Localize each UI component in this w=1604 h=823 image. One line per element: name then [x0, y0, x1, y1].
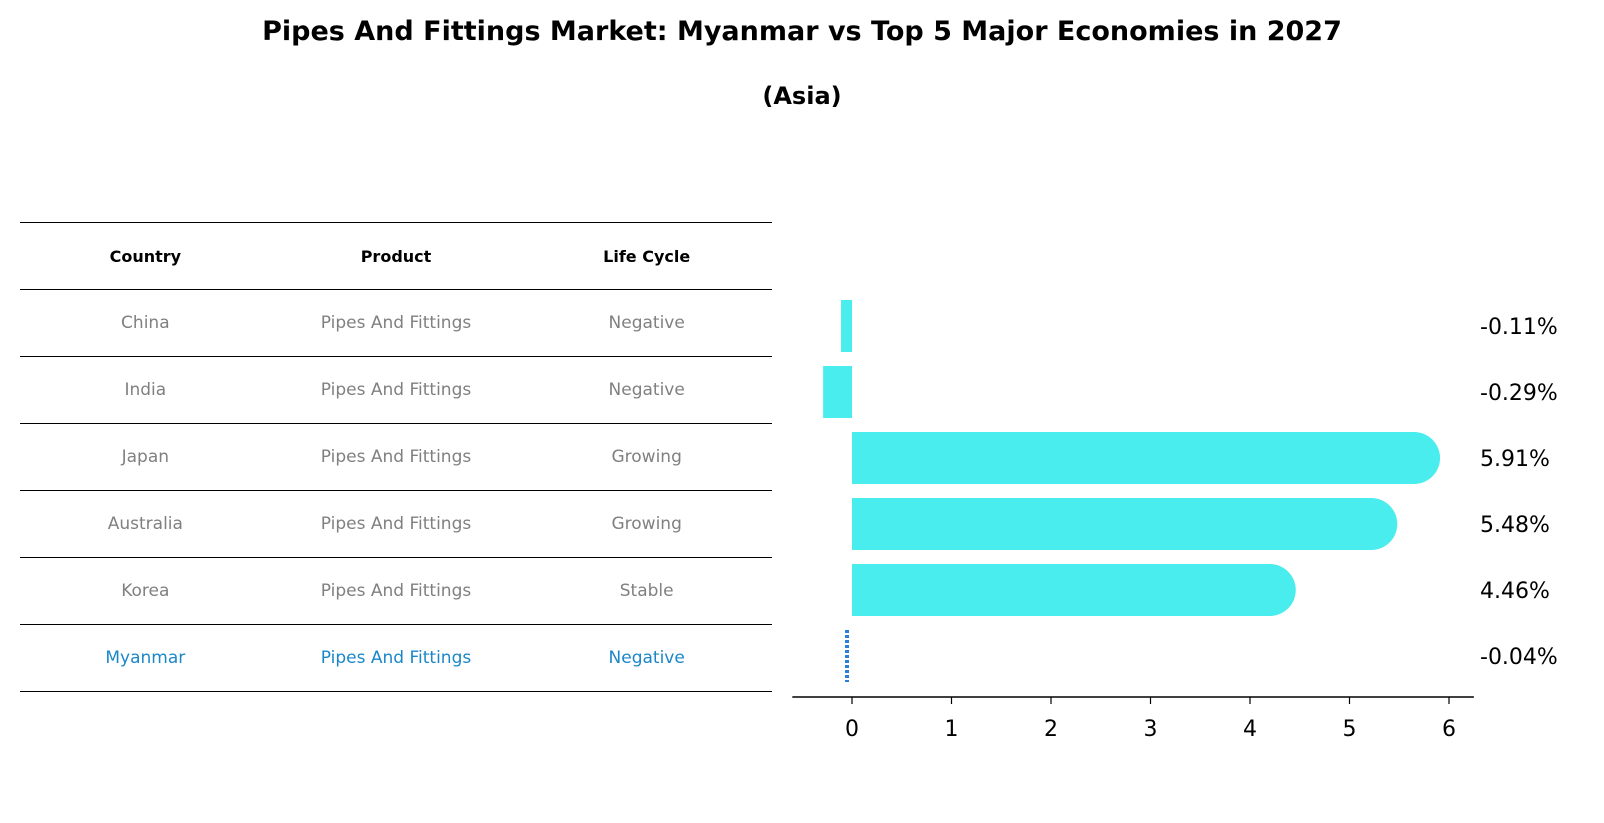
header-country: Country	[109, 246, 182, 266]
cell-product: Pipes And Fittings	[320, 380, 472, 400]
x-tick-label: 1	[945, 717, 959, 742]
cell-country: Japan	[121, 447, 170, 467]
table-row: Korea Pipes And Fittings Stable	[20, 557, 772, 624]
cell-life-cycle: Negative	[608, 648, 685, 668]
value-label: 5.48%	[1480, 513, 1550, 538]
table-row: Australia Pipes And Fittings Growing	[20, 490, 772, 557]
value-label: -0.04%	[1480, 645, 1558, 670]
value-label: -0.11%	[1480, 315, 1558, 340]
cell-life-cycle: Growing	[611, 447, 682, 467]
bar-korea	[852, 564, 1296, 616]
cell-product: Pipes And Fittings	[320, 648, 472, 668]
value-label: -0.29%	[1480, 381, 1558, 406]
cell-country: Korea	[121, 581, 170, 601]
x-tick-label: 2	[1044, 717, 1058, 742]
cell-country: Myanmar	[105, 648, 186, 668]
cell-product: Pipes And Fittings	[320, 447, 472, 467]
table-row: China Pipes And Fittings Negative	[20, 289, 772, 356]
table-row: India Pipes And Fittings Negative	[20, 356, 772, 423]
chart-subtitle: (Asia)	[762, 82, 842, 110]
table-row-highlight: Myanmar Pipes And Fittings Negative	[20, 624, 772, 692]
bar-australia	[852, 498, 1398, 550]
cell-country: China	[121, 313, 170, 333]
bar-india	[823, 366, 852, 418]
bar-china	[841, 300, 852, 352]
cell-product: Pipes And Fittings	[320, 514, 472, 534]
cell-life-cycle: Negative	[608, 380, 685, 400]
value-label: 4.46%	[1480, 579, 1550, 604]
x-tick-label: 3	[1144, 717, 1158, 742]
x-tick-label: 5	[1343, 717, 1357, 742]
x-tick-label: 0	[845, 717, 859, 742]
cell-product: Pipes And Fittings	[320, 581, 472, 601]
cell-life-cycle: Stable	[619, 581, 674, 601]
table-row: Japan Pipes And Fittings Growing	[20, 423, 772, 490]
x-tick-label: 6	[1442, 717, 1456, 742]
table-header-row: Country Product Life Cycle	[20, 222, 772, 289]
x-tick-label: 4	[1243, 717, 1257, 742]
comparison-table: Country Product Life Cycle China Pipes A…	[20, 222, 772, 692]
cell-product: Pipes And Fittings	[320, 313, 472, 333]
cell-country: Australia	[107, 514, 183, 534]
cell-life-cycle: Negative	[608, 313, 685, 333]
value-label: 5.91%	[1480, 447, 1550, 472]
header-life-cycle: Life Cycle	[603, 246, 691, 266]
header-product: Product	[360, 246, 432, 266]
bar-japan	[852, 432, 1441, 484]
cell-country: India	[124, 380, 167, 400]
cell-life-cycle: Growing	[611, 514, 682, 534]
chart-title: Pipes And Fittings Market: Myanmar vs To…	[262, 16, 1342, 47]
